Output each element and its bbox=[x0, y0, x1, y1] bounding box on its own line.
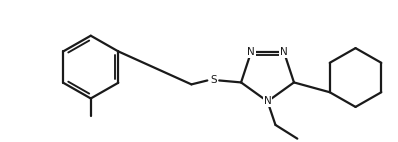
Text: S: S bbox=[210, 75, 217, 85]
Text: N: N bbox=[247, 47, 255, 57]
Text: N: N bbox=[280, 47, 288, 57]
Text: N: N bbox=[263, 96, 271, 106]
